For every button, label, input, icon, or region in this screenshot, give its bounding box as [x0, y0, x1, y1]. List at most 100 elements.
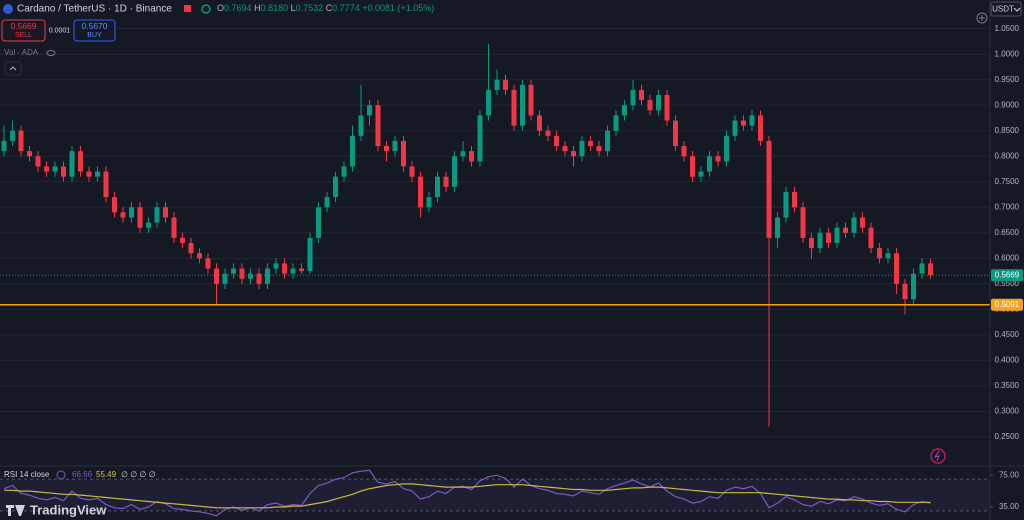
rsi-ma-value: 55.49	[96, 470, 117, 479]
buy-button[interactable]: 0.5670 BUY	[73, 19, 116, 42]
candle-body	[860, 217, 865, 228]
candle-body	[146, 222, 151, 228]
candle-body	[783, 191, 789, 218]
currency[interactable]: USDT	[992, 5, 1014, 14]
candle-body	[834, 227, 840, 244]
candle-body	[469, 151, 474, 162]
y-tick-label: 0.7000	[995, 202, 1020, 211]
candle-body	[630, 89, 636, 106]
candle-body	[10, 130, 15, 141]
candle-body	[622, 105, 627, 116]
sell-price[interactable]: 0.5669	[11, 21, 37, 31]
y-tick-label: 0.7500	[995, 177, 1020, 186]
add-icon	[979, 15, 985, 21]
buy-price[interactable]: 0.5670	[82, 21, 108, 31]
indicator-icon[interactable]	[56, 470, 66, 480]
y-tick-label: 1.0000	[995, 49, 1020, 58]
candle-body	[256, 273, 262, 284]
y-tick-label: 0.3000	[995, 407, 1020, 416]
ohlc-value: 0.8180	[261, 3, 289, 13]
y-tick-label: 0.6000	[995, 253, 1020, 262]
candle-body	[503, 79, 508, 90]
ohlc-legend: O0.7694 H0.8180 L0.7532 C0.7774 +0.0081 …	[217, 3, 434, 13]
candle-body	[596, 146, 602, 152]
candle-body	[613, 115, 619, 131]
candle-body	[197, 253, 202, 259]
candle-body	[35, 156, 41, 167]
candle-body	[452, 156, 457, 187]
candle-body	[656, 95, 661, 111]
rsi-band	[0, 479, 990, 512]
candle-body	[537, 115, 542, 131]
candle-body	[902, 283, 908, 300]
candle-body	[129, 207, 134, 218]
collapse-button[interactable]	[4, 61, 22, 76]
candle-body	[443, 176, 449, 187]
alert-button[interactable]	[930, 448, 946, 464]
y-tick-label: 0.9500	[995, 75, 1020, 84]
y-tick-label: 0.3500	[995, 381, 1020, 390]
alert-icon	[933, 450, 940, 462]
candle-body	[477, 115, 483, 162]
candle-body	[673, 120, 678, 147]
candle-body	[885, 253, 891, 259]
candle-body	[18, 130, 24, 152]
candle-body	[384, 146, 389, 152]
add-button[interactable]	[976, 12, 988, 24]
candle-body	[86, 171, 92, 177]
candle-body	[316, 207, 321, 238]
logo[interactable]: TradingView	[30, 502, 107, 517]
y-tick-label: 1.0500	[995, 24, 1020, 33]
candle-body	[1, 140, 7, 152]
sell-button[interactable]: 0.5669 SELL	[1, 19, 46, 42]
buy-label[interactable]: BUY	[87, 32, 102, 39]
candle-body	[486, 89, 491, 116]
candle-body	[639, 89, 644, 101]
collapse-icon	[9, 66, 17, 71]
candle-body	[171, 217, 177, 238]
price-label: 0.5091	[995, 300, 1020, 309]
candle-body	[358, 115, 364, 136]
candle-body	[375, 105, 381, 147]
ohlc-value: 0.7774	[332, 3, 360, 13]
candle-body	[52, 166, 58, 172]
coin-icon	[3, 4, 13, 14]
candle-body	[103, 171, 109, 198]
candle-body	[554, 135, 559, 147]
y-tick-label: 0.4500	[995, 330, 1020, 339]
candle-body	[367, 105, 372, 116]
candle-body	[78, 151, 83, 172]
sell-box[interactable]	[1, 19, 46, 42]
eye-icon[interactable]	[46, 50, 56, 56]
buy-box[interactable]	[73, 19, 116, 42]
candle-body	[520, 84, 525, 126]
candle-body	[341, 166, 347, 177]
candle-body	[664, 95, 670, 121]
candle-body	[528, 84, 534, 116]
currency-button[interactable]	[990, 1, 1022, 17]
candle-body	[800, 207, 806, 238]
candle-body	[95, 171, 100, 177]
candle-body	[409, 166, 415, 177]
flag-icon[interactable]	[184, 5, 191, 12]
candle-body	[460, 151, 466, 157]
candle-body	[792, 191, 797, 208]
price-label-box	[991, 269, 1023, 282]
candle-body	[545, 130, 551, 136]
y-tick-label: 0.5500	[995, 279, 1020, 288]
ohlc-key: L	[291, 3, 296, 13]
candle-body	[919, 263, 925, 274]
candle-body	[265, 268, 270, 284]
candle-body	[307, 237, 313, 272]
candle-body	[214, 268, 219, 284]
symbol[interactable]: Cardano / TetherUS · 1D · Binance	[17, 4, 172, 15]
candle-body	[579, 140, 585, 157]
rsi-title: RSI 14 close	[4, 470, 50, 479]
candle-body	[44, 166, 49, 172]
spread: 0.0001	[49, 27, 71, 34]
candle-body	[239, 268, 245, 279]
candle-body	[562, 146, 568, 152]
candle-body	[681, 146, 687, 157]
sell-label[interactable]: SELL	[15, 32, 32, 39]
candle-body	[69, 151, 75, 177]
